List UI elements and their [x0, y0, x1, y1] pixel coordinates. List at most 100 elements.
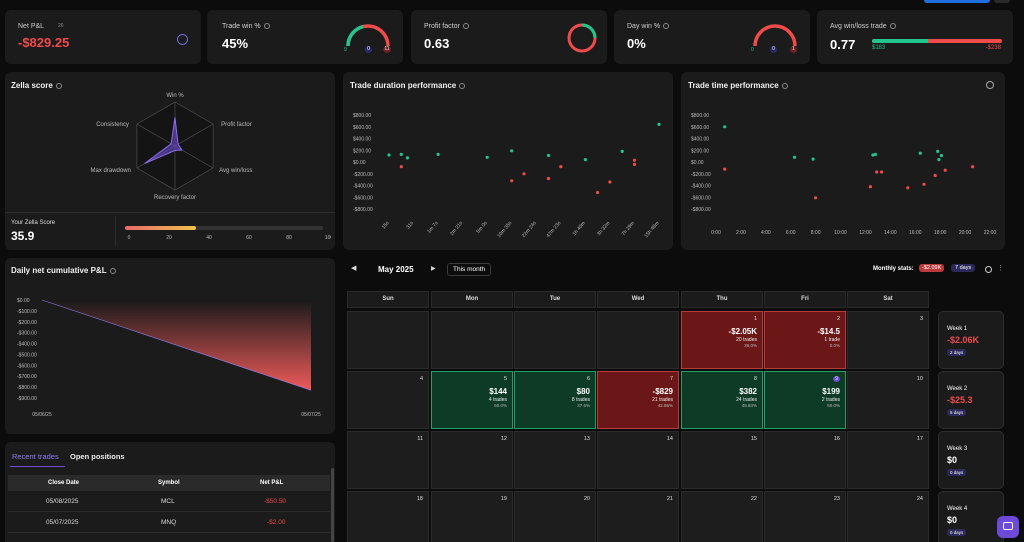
tab-open-positions[interactable]: Open positions [70, 452, 125, 461]
week-summary[interactable]: Week 3 $0 0 days [938, 431, 1004, 489]
day-win-count: 0 [751, 47, 754, 53]
duration-point [620, 149, 624, 153]
settings-icon[interactable] [986, 81, 994, 89]
duration-y-tick: $400.00 [353, 137, 371, 143]
column-symbol[interactable]: Symbol [158, 480, 180, 486]
week-summary[interactable]: Week 2 -$25.3 5 days [938, 371, 1004, 429]
chevron-right-icon[interactable]: ▶ [431, 266, 436, 272]
calendar-day[interactable]: 16 [764, 431, 846, 489]
calendar-day[interactable]: 6 $80 8 trades 37.5% [514, 371, 596, 429]
duration-point [559, 165, 563, 169]
time-point [922, 182, 926, 186]
table-row[interactable]: 05/07/2025 MNQ -$2.00 [8, 513, 330, 533]
time-x-tick: 4:00 [761, 230, 771, 236]
day-win-rate: 45.83% [741, 403, 757, 408]
day-loss-count: 1 [790, 46, 797, 53]
day-win-value: 0% [627, 36, 646, 51]
day-number: 8 [753, 376, 757, 382]
zella-score-value: 35.9 [11, 229, 35, 243]
time-x-tick: 2:00 [736, 230, 746, 236]
calendar-day[interactable]: 12 [431, 431, 513, 489]
duration-x-tick: 47m 23s [545, 220, 562, 239]
calendar-day[interactable]: 4 [347, 371, 429, 429]
time-point [933, 173, 937, 178]
calendar-day[interactable] [514, 311, 596, 369]
calendar-day[interactable]: 23 [764, 491, 846, 542]
day-win-rate: 25.0% [744, 343, 757, 348]
info-icon[interactable] [663, 23, 670, 29]
week-days: 0 days [947, 469, 967, 476]
day-win-gauge [753, 24, 797, 47]
week-summary[interactable]: Week 4 $0 0 days [938, 491, 1004, 542]
calendar-day[interactable]: 5 $144 4 trades 50.0% [431, 371, 513, 429]
duration-point [632, 162, 637, 166]
column-net-pnl[interactable]: Net P&L [260, 480, 284, 486]
globe-icon[interactable] [985, 266, 992, 273]
calendar-day[interactable]: 15 [681, 431, 763, 489]
info-icon[interactable] [55, 83, 62, 89]
calendar-day[interactable]: 11 [347, 431, 429, 489]
zella-scale-tick: 100 [325, 235, 331, 241]
calendar-day[interactable]: 21 [597, 491, 679, 542]
day-number: 22 [750, 496, 757, 502]
info-icon[interactable] [459, 83, 466, 89]
calendar-day[interactable]: 18 [347, 491, 429, 542]
weekday-header: Thu [681, 291, 763, 308]
chevron-left-icon[interactable]: ◀ [351, 265, 357, 272]
week-pnl: -$25.3 [947, 395, 973, 405]
time-point [937, 158, 941, 162]
duration-point [387, 153, 391, 157]
calendar-day[interactable]: 13 [514, 431, 596, 489]
this-month-button[interactable]: This month [447, 263, 492, 276]
calendar-day[interactable]: 24 [847, 491, 929, 542]
week-days: 2 days [947, 349, 967, 356]
calendar-day[interactable]: 17 [847, 431, 929, 489]
calendar-day[interactable]: 14 [597, 431, 679, 489]
column-close-date[interactable]: Close Date [48, 480, 80, 486]
calendar-day[interactable]: 20 [514, 491, 596, 542]
tab-recent-trades[interactable]: Recent trades [12, 452, 59, 461]
duration-x-tick: 22m 24s [521, 220, 538, 239]
calendar-day[interactable]: 7 -$829 21 trades 42.86% [597, 371, 679, 429]
cumulative-y-tick: -$700.00 [17, 374, 37, 380]
trade-duration-chart: $800.00 $600.00 $400.00 $200.00 $0.00 -$200.0… [353, 113, 661, 239]
calendar-day[interactable]: 3 [847, 311, 929, 369]
calendar-day[interactable] [431, 311, 513, 369]
duration-point [436, 152, 440, 156]
calendar-day[interactable]: 2 -$14.5 1 trade 0.0% [764, 311, 846, 369]
calendar-day[interactable]: 19 [431, 491, 513, 542]
info-icon[interactable] [889, 23, 896, 29]
info-icon[interactable] [109, 268, 116, 274]
scrollbar[interactable] [331, 468, 334, 542]
time-point [971, 165, 975, 169]
table-row[interactable]: 05/08/2025 MCL -$50.50 [8, 492, 330, 512]
calendar-day[interactable]: 22 [681, 491, 763, 542]
calendar-day[interactable] [597, 311, 679, 369]
calendar-day[interactable]: 9 $199 2 trades 50.0% [764, 371, 846, 429]
calendar-day[interactable]: 10 [847, 371, 929, 429]
bookmark-icon[interactable] [177, 34, 188, 45]
day-number: 17 [916, 436, 923, 442]
time-point [936, 149, 940, 153]
info-icon[interactable] [462, 23, 469, 29]
cumulative-y-tick: -$300.00 [17, 331, 37, 337]
info-icon[interactable] [781, 83, 788, 89]
time-x-tick: 6:00 [786, 230, 796, 236]
time-point [875, 170, 879, 174]
time-y-tick: $200.00 [691, 148, 709, 154]
weekday-header: Wed [597, 291, 679, 308]
time-point [814, 196, 818, 200]
calendar-day[interactable]: 1 -$2.05K 20 trades 25.0% [681, 311, 763, 369]
week-summary[interactable]: Week 1 -$2.06K 2 days [938, 311, 1004, 369]
calendar-day[interactable]: 8 $382 24 trades 45.83% [681, 371, 763, 429]
calendar-day[interactable] [347, 311, 429, 369]
day-pnl: $199 [822, 387, 840, 396]
zella-scale-tick: 0 [128, 235, 131, 241]
top-menu-button[interactable] [994, 0, 1010, 3]
chat-icon [1003, 522, 1013, 530]
info-icon[interactable] [263, 23, 270, 29]
time-y-tick: -$600.00 [691, 195, 711, 201]
more-icon[interactable]: ⋮ [997, 265, 1004, 272]
top-action-button[interactable] [924, 0, 990, 3]
chat-button[interactable] [997, 516, 1019, 538]
